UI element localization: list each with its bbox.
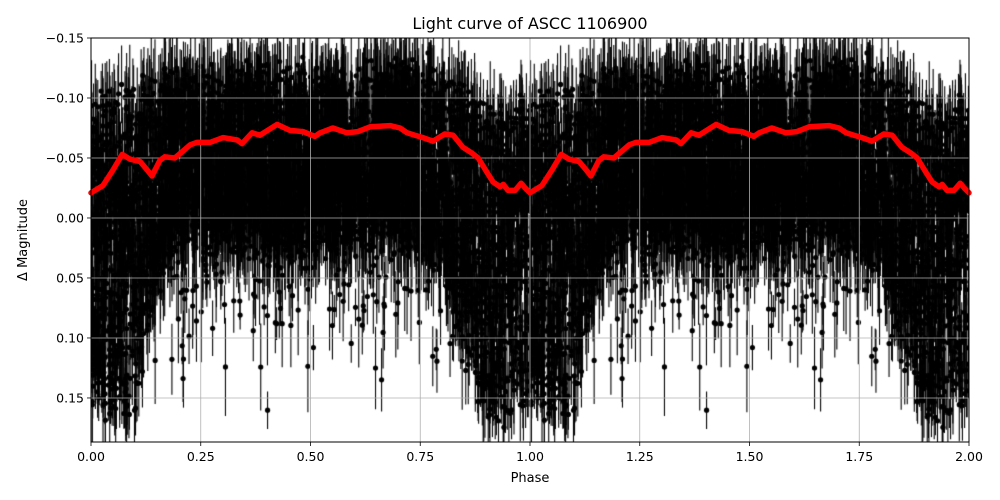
y-axis-ticks: −0.15 −0.10 −0.05 0.00 0.05 0.10 0.15 bbox=[46, 31, 91, 405]
y-tick-label: 0.10 bbox=[56, 330, 84, 345]
y-tick-label: 0.05 bbox=[56, 270, 84, 285]
x-tick-label: 0.50 bbox=[297, 449, 325, 464]
x-tick-label: 0.75 bbox=[406, 449, 434, 464]
y-axis-label: Δ Magnitude bbox=[16, 199, 31, 281]
y-tick-label: −0.05 bbox=[46, 150, 84, 165]
x-axis-label: Phase bbox=[511, 471, 550, 486]
x-tick-label: 0.00 bbox=[77, 449, 105, 464]
x-axis-ticks: 0.00 0.25 0.50 0.75 1.00 1.25 1.50 1.75 2.00 bbox=[77, 442, 983, 464]
x-tick-label: 1.75 bbox=[845, 449, 873, 464]
x-tick-label: 1.00 bbox=[516, 449, 544, 464]
x-tick-label: 1.25 bbox=[626, 449, 654, 464]
y-tick-label: −0.15 bbox=[46, 31, 84, 46]
grid-lines bbox=[90, 37, 970, 442]
x-tick-label: 2.00 bbox=[955, 449, 983, 464]
y-tick-label: 0.00 bbox=[56, 210, 84, 225]
binned-curve bbox=[88, 121, 972, 196]
y-tick-label: 0.15 bbox=[56, 390, 84, 405]
y-tick-label: −0.10 bbox=[46, 90, 84, 105]
x-tick-label: 0.25 bbox=[187, 449, 215, 464]
x-tick-label: 1.50 bbox=[736, 449, 764, 464]
binned-mean-line bbox=[88, 121, 972, 196]
chart-title: Light curve of ASCC 1106900 bbox=[412, 14, 647, 33]
